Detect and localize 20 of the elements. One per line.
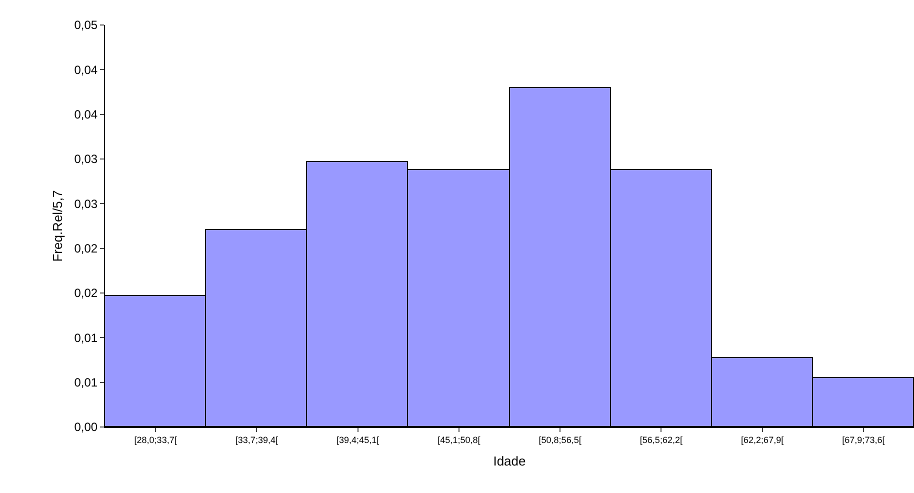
x-tick-label: [67,9;73,6[ [842, 434, 886, 445]
y-axis-title: Freq.Rel/5,7 [50, 190, 66, 262]
x-tick-label: [56,5;62,2[ [640, 434, 683, 445]
y-tick-label: 0,02 [74, 286, 98, 300]
y-tick-label: 0,00 [74, 420, 98, 434]
y-tick-label: 0,04 [74, 62, 98, 77]
x-tick-label: [33,7;39,4[ [235, 434, 278, 445]
y-tick-label: 0,01 [74, 330, 98, 345]
x-tick-label: [28,0;33,7[ [134, 434, 178, 445]
y-tick-label: 0,03 [74, 152, 98, 166]
y-tick-label: 0,05 [74, 18, 98, 32]
x-tick-label: [50,8;56,5[ [538, 434, 582, 445]
x-tick-label: [45,1;50,8[ [438, 434, 481, 445]
x-tick-label: [39,4;45,1[ [336, 434, 380, 445]
y-tick-label: 0,01 [74, 376, 98, 390]
y-tick-label: 0,02 [74, 242, 98, 256]
y-tick-label: 0,03 [74, 196, 98, 211]
y-tick-label: 0,04 [74, 108, 98, 122]
x-axis-title: Idade [493, 453, 526, 468]
x-tick-label: [62,2;67,9[ [741, 434, 784, 445]
